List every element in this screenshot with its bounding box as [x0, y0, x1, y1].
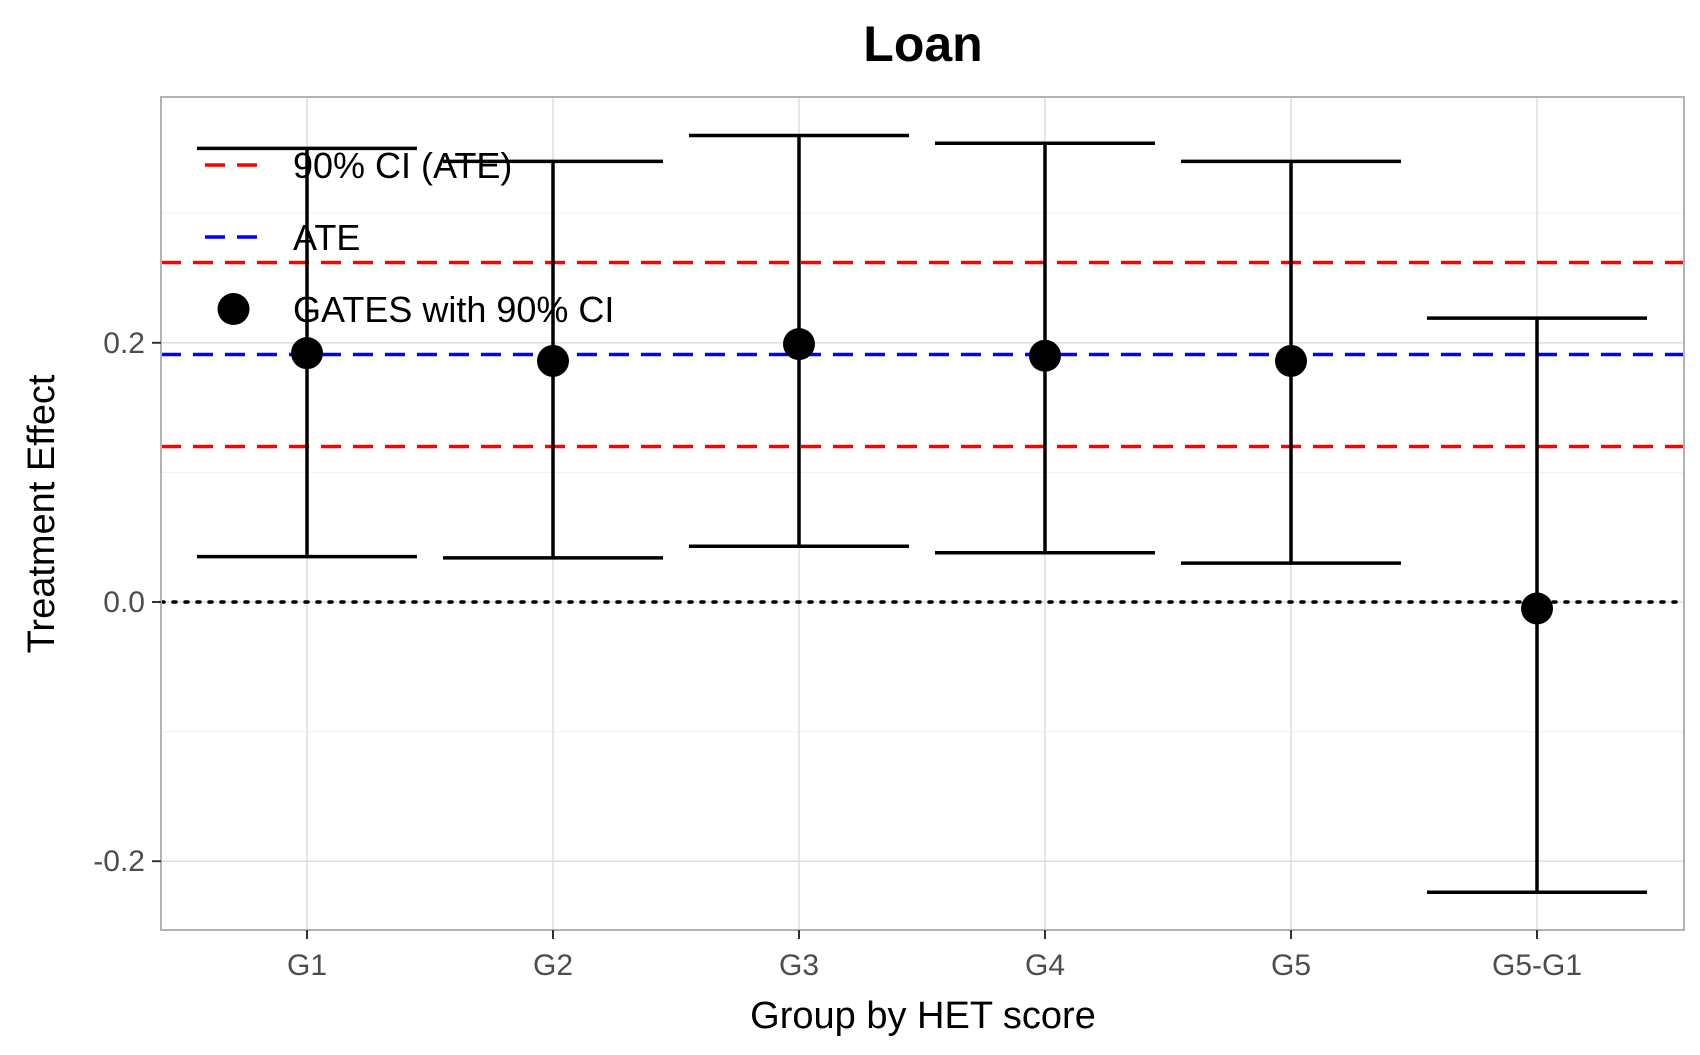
data-marks — [197, 133, 1647, 895]
point-g1 — [291, 337, 323, 370]
x-tick-label: G1 — [287, 949, 327, 982]
x-axis-title: Group by HET score — [750, 995, 1096, 1037]
point-g4 — [1029, 339, 1061, 372]
point-g3 — [783, 328, 815, 361]
x-tick-label: G5-G1 — [1492, 949, 1582, 982]
x-tick-label: G2 — [533, 949, 573, 982]
legend-label-2: GATES with 90% CI — [293, 289, 614, 330]
x-tick-label: G3 — [779, 949, 819, 982]
legend-key-2 — [217, 293, 250, 325]
legend-label-0: 90% CI (ATE) — [293, 145, 512, 186]
y-axis-ticks: -0.2 0.0 0.2 — [93, 327, 161, 878]
x-tick-label: G4 — [1025, 949, 1065, 982]
y-axis-title: Treatment Effect — [21, 374, 63, 653]
legend: 90% CI (ATE) ATE GATES with 90% CI — [205, 145, 614, 330]
point-g5 — [1275, 344, 1307, 377]
y-tick-label: -0.2 — [93, 845, 145, 878]
reference-lines — [159, 260, 1686, 604]
x-tick-label: G5 — [1271, 949, 1311, 982]
chart-title: Loan — [863, 16, 982, 72]
point-g2 — [537, 344, 569, 377]
x-axis-ticks: G1 G2 G3 G4 G5 G5-G1 — [287, 930, 1582, 982]
grid-lines — [161, 97, 1684, 930]
panel-border — [160, 96, 1685, 931]
y-tick-label: 0.2 — [103, 327, 145, 360]
point-g5-g1 — [1521, 592, 1553, 625]
y-tick-label: 0.0 — [103, 586, 145, 619]
legend-label-1: ATE — [293, 217, 360, 258]
